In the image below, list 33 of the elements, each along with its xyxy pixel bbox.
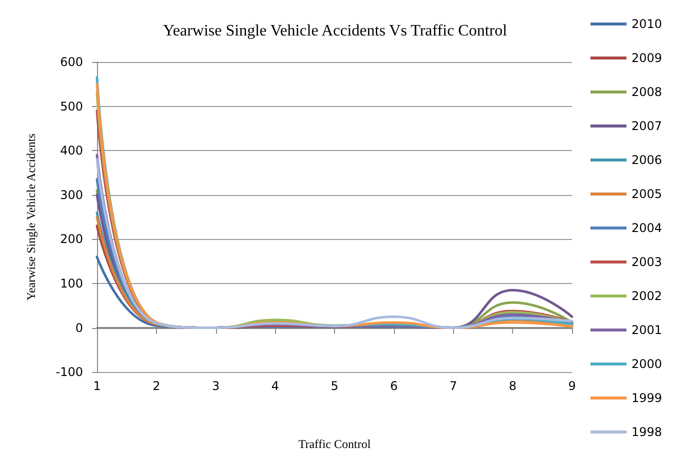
- legend-label: 2010: [631, 17, 662, 31]
- legend-label: 2006: [631, 153, 662, 167]
- legend-label: 2007: [631, 119, 662, 133]
- x-tick-label: 5: [330, 379, 338, 394]
- legend-label: 2008: [631, 85, 662, 99]
- legend-label: 2003: [631, 255, 662, 269]
- x-tick-label: 4: [271, 379, 279, 394]
- y-tick-label: 400: [60, 144, 83, 158]
- legend-label: 2002: [631, 289, 662, 303]
- y-axis-title: Yearwise Single Vehicle Accidents: [24, 133, 38, 300]
- y-tick-label: -100: [56, 365, 83, 380]
- y-tick-label: 200: [60, 232, 83, 246]
- x-tick-label: 3: [212, 379, 220, 394]
- x-tick-label: 2: [152, 379, 160, 394]
- y-tick-label: 600: [60, 55, 83, 69]
- y-tick-label: 300: [60, 188, 83, 202]
- legend-label: 1998: [631, 425, 662, 439]
- legend-label: 1999: [631, 391, 662, 405]
- y-tick-label: 500: [60, 99, 83, 114]
- x-tick-label: 6: [390, 379, 398, 394]
- chart-title: Yearwise Single Vehicle Accidents Vs Traffic Control: [162, 22, 508, 40]
- x-tick-label: 8: [508, 379, 516, 394]
- x-tick-label: 1: [93, 379, 101, 394]
- y-tick-label: 0: [75, 320, 83, 335]
- x-tick-label: 9: [568, 379, 576, 394]
- legend-label: 2005: [631, 187, 662, 201]
- legend-label: 2009: [631, 51, 662, 65]
- legend-label: 2001: [631, 323, 662, 337]
- y-tick-label: 100: [60, 276, 83, 290]
- legend-label: 2004: [631, 221, 662, 235]
- x-tick-label: 7: [449, 379, 458, 394]
- x-axis-title: Traffic Control: [298, 437, 372, 451]
- legend-label: 2000: [631, 357, 662, 371]
